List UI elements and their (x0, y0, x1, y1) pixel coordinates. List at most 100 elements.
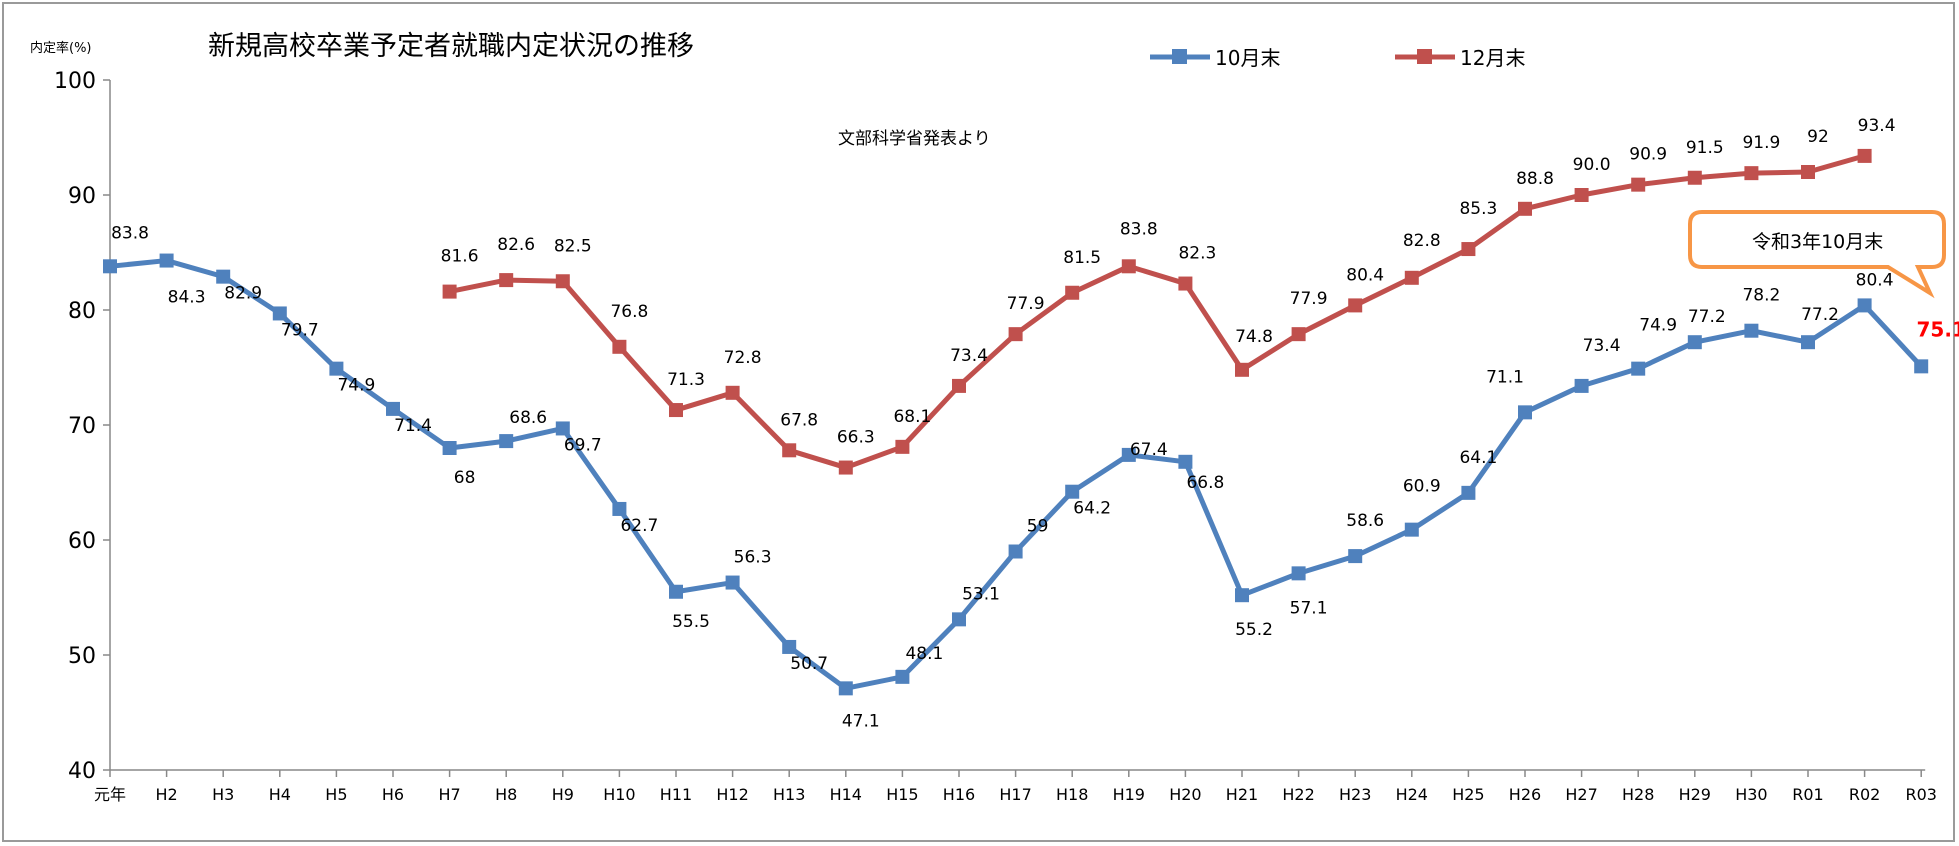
data-point-10月末-H25 (1461, 485, 1476, 500)
data-point-10月末-H15 (895, 669, 910, 684)
x-tick-label: H12 (716, 785, 748, 804)
data-point-10月末-H13 (782, 639, 797, 654)
data-label-12月末-H29: 91.5 (1686, 138, 1724, 158)
data-point-10月末-H6 (386, 401, 400, 416)
data-label-12月末-H30: 91.9 (1742, 133, 1780, 153)
data-labels: 83.8 84.3 82.9 79.7 74.9 71.4 68 68.6 69.7 62.7 55… (111, 116, 1959, 731)
data-label-10月末-H28: 74.9 (1639, 316, 1677, 336)
data-label-12月末-H11: 71.3 (667, 370, 705, 390)
x-tick-label: R01 (1792, 785, 1823, 804)
axes: 40 50 60 70 80 90 100 元年 H2 H3 H4 H5 H6 H7 H8 H9 H10 H11 H… (54, 69, 1937, 804)
data-label-10月末-H5: 74.9 (337, 376, 375, 396)
x-tick-label: H24 (1396, 785, 1428, 804)
data-point-10月末-R02 (1857, 298, 1872, 313)
data-point-10月末-H2 (159, 253, 174, 268)
x-tick-label: H8 (495, 785, 517, 804)
x-tick-label: H29 (1679, 785, 1711, 804)
data-point-12月末-H16 (952, 378, 966, 393)
data-label-12月末-H23: 80.4 (1346, 265, 1384, 285)
legend: 10月末 12月末 (1150, 46, 1525, 70)
data-point-10月末-H27 (1574, 378, 1589, 393)
data-point-12月末-H18 (1065, 285, 1080, 300)
data-point-10月末-H24 (1404, 522, 1419, 537)
data-label-10月末-H18: 64.2 (1073, 499, 1111, 519)
data-point-12月末-H20 (1178, 276, 1193, 291)
x-tick-label: H16 (943, 785, 975, 804)
series-lines (109, 153, 1924, 691)
x-tick-label: H21 (1226, 785, 1258, 804)
x-tick-label: H7 (438, 785, 460, 804)
data-label-10月末-H21: 55.2 (1235, 620, 1273, 640)
data-point-12月末-H12 (725, 385, 740, 400)
data-point-10月末-H19 (1121, 447, 1136, 462)
data-point-12月末-R01 (1801, 165, 1815, 179)
data-label-10月末-H11: 55.5 (672, 612, 710, 632)
x-tick-label: 元年 (94, 785, 126, 804)
data-label-10月末-R03: 75.1 (1917, 317, 1959, 341)
data-point-12月末-H14 (838, 460, 853, 475)
y-tick-label: 50 (68, 644, 96, 669)
chart-title: 新規高校卒業予定者就職内定状況の推移 (208, 31, 694, 62)
data-label-12月末-H10: 76.8 (610, 302, 648, 322)
data-point-10月末-H7 (442, 441, 457, 455)
data-label-10月末-H19: 67.4 (1130, 440, 1168, 460)
data-label-10月末-H4: 79.7 (281, 320, 319, 340)
data-point-10月末-H17 (1008, 544, 1023, 559)
x-tick-label: H28 (1622, 785, 1654, 804)
data-label-12月末-H20: 82.3 (1178, 244, 1216, 264)
data-point-10月末-H4 (272, 306, 287, 321)
x-tick-label: H23 (1339, 785, 1371, 804)
x-tick-label: H30 (1735, 785, 1767, 804)
data-point-12月末-H27 (1574, 188, 1589, 202)
data-label-10月末-H26: 71.1 (1486, 367, 1524, 387)
x-tick-label: H26 (1509, 785, 1541, 804)
legend-item-10月末: 10月末 (1150, 46, 1280, 70)
data-label-12月末-H22: 77.9 (1290, 289, 1328, 309)
data-point-12月末-H10 (612, 339, 627, 354)
data-label-12月末-H16: 73.4 (950, 346, 988, 366)
data-label-12月末-H12: 72.8 (724, 348, 762, 368)
data-label-10月末-H29: 77.2 (1688, 307, 1726, 327)
callout-text: 令和3年10月末 (1752, 231, 1883, 253)
data-point-10月末-H21 (1235, 588, 1249, 603)
data-label-10月末-H2: 84.3 (168, 288, 206, 308)
x-tick-label: H25 (1452, 785, 1484, 804)
data-label-12月末-H8: 82.6 (497, 235, 535, 255)
y-tick-label: 40 (68, 759, 96, 784)
data-point-12月末-H17 (1008, 327, 1023, 342)
data-point-10月末-H9 (555, 421, 570, 436)
y-tick-label: 90 (68, 184, 96, 209)
data-label-12月末-H7: 81.6 (441, 247, 479, 267)
data-point-10月末-H14 (838, 681, 853, 696)
x-tick-label: H18 (1056, 785, 1088, 804)
x-tick-label: R03 (1905, 785, 1936, 804)
legend-marker-12月末 (1417, 49, 1432, 64)
data-point-10月末-元年 (103, 259, 117, 274)
y-tick-label: 80 (68, 299, 96, 324)
x-tick-label: H14 (830, 785, 862, 804)
data-label-10月末-H7: 68 (454, 468, 476, 488)
data-label-12月末-H13: 67.8 (780, 410, 818, 430)
data-point-12月末-H26 (1518, 201, 1532, 216)
data-label-10月末-H17: 59 (1027, 517, 1049, 537)
data-label-12月末-H24: 82.8 (1403, 231, 1441, 251)
data-label-12月末-H27: 90.0 (1573, 155, 1611, 175)
x-tick-label: H5 (325, 785, 347, 804)
series-markers (103, 148, 1929, 696)
callout-bubble (1688, 210, 1946, 299)
data-point-12月末-H28 (1631, 177, 1646, 192)
series-line-12月末 (449, 153, 1866, 471)
data-point-10月末-H23 (1348, 549, 1363, 564)
data-point-10月末-H12 (725, 575, 740, 590)
data-label-12月末-R02: 93.4 (1858, 116, 1896, 136)
data-label-12月末-H21: 74.8 (1235, 327, 1273, 347)
data-point-12月末-H8 (499, 273, 514, 288)
data-label-10月末-H9: 69.7 (564, 435, 602, 455)
data-point-10月末-H30 (1744, 323, 1759, 338)
data-point-12月末-H9 (555, 274, 570, 289)
data-label-10月末-H10: 62.7 (620, 516, 658, 536)
data-label-10月末-H25: 64.1 (1459, 448, 1497, 468)
data-point-10月末-H5 (329, 361, 344, 376)
data-label-12月末-H26: 88.8 (1516, 169, 1554, 189)
